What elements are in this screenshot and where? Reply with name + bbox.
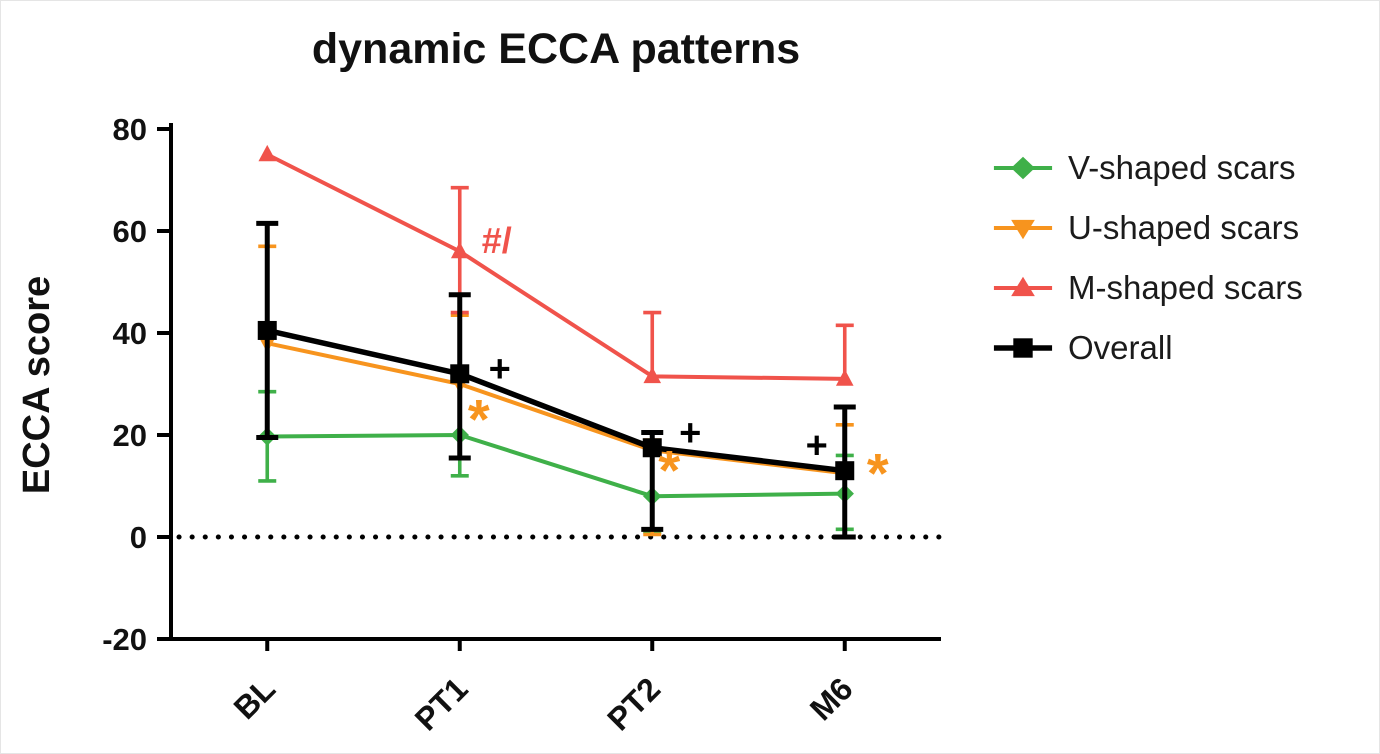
square-marker-icon xyxy=(642,438,662,458)
u-shaped-marker-icon xyxy=(993,219,1053,240)
x-tick-label: PT1 xyxy=(408,670,475,737)
legend-label: Overall xyxy=(1068,329,1173,366)
x-tick-label: BL xyxy=(227,670,283,726)
legend: V-shaped scars U-shaped scars M-shaped s… xyxy=(991,149,1303,367)
x-tick-label: PT2 xyxy=(600,670,667,737)
significance-annotation: * xyxy=(468,388,490,451)
significance-annotation: + xyxy=(679,412,701,454)
triangle-up-marker-icon xyxy=(643,366,662,384)
y-axis-label: ECCA score xyxy=(16,276,58,494)
y-tick-label: 0 xyxy=(130,520,147,555)
v-shaped-marker-icon xyxy=(993,156,1053,180)
square-marker-icon xyxy=(835,461,855,481)
series-line xyxy=(266,152,845,381)
legend-item-m-shaped: M-shaped scars xyxy=(991,269,1303,307)
legend-label: U-shaped scars xyxy=(1068,209,1300,246)
chart-title: dynamic ECCA patterns xyxy=(311,25,801,73)
significance-annotation: #/ xyxy=(482,220,512,261)
square-icon xyxy=(1013,338,1033,358)
m-shaped-marker-icon xyxy=(993,276,1053,297)
square-marker-icon xyxy=(450,364,470,384)
triangle-up-marker-icon xyxy=(835,369,854,386)
y-tick-label: 60 xyxy=(113,214,147,249)
x-tick-label: M6 xyxy=(803,670,860,727)
legend-label: V-shaped scars xyxy=(1068,149,1296,186)
square-marker-icon xyxy=(257,320,277,340)
legend-item-u-shaped: U-shaped scars xyxy=(991,209,1303,247)
series-line xyxy=(267,433,845,499)
significance-annotation: + xyxy=(806,425,828,467)
diamond-icon xyxy=(1011,156,1035,180)
triangle-up-icon xyxy=(1011,276,1035,297)
series-line xyxy=(266,327,846,474)
y-tick-label: -20 xyxy=(102,622,147,657)
significance-annotation: + xyxy=(489,349,511,391)
y-tick-label: 80 xyxy=(113,112,147,147)
triangle-down-icon xyxy=(1011,219,1035,240)
legend-label: M-shaped scars xyxy=(1068,269,1303,306)
triangle-up-marker-icon xyxy=(450,241,469,259)
significance-annotation: * xyxy=(658,439,680,502)
y-tick-label: 40 xyxy=(113,316,147,351)
overall-marker-icon xyxy=(993,338,1053,358)
significance-annotation: * xyxy=(867,441,889,504)
legend-item-overall: Overall xyxy=(991,329,1303,367)
triangle-up-marker-icon xyxy=(258,144,277,162)
y-tick-label: 20 xyxy=(113,418,147,453)
legend-item-v-shaped: V-shaped scars xyxy=(991,149,1303,187)
